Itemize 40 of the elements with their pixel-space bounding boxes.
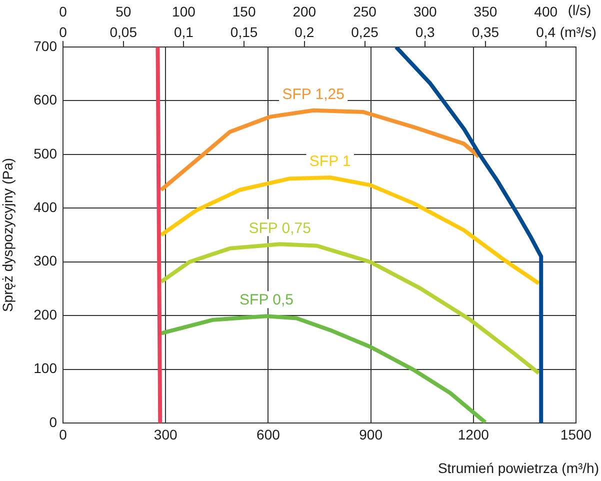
x2-tick-label: 100 — [172, 3, 196, 20]
x-tick-label: 0 — [59, 426, 68, 442]
x2-axis-title: (l/s) — [568, 2, 592, 18]
x-tick-label: 1500 — [560, 426, 592, 442]
x2-tick-label: 400 — [534, 3, 558, 20]
text: (m³/s) — [560, 24, 596, 40]
x-tick-label: 900 — [359, 426, 383, 442]
y-tick-label: 0 — [49, 414, 58, 430]
series-label: SFP 0,5 — [240, 292, 294, 309]
text: 0,15 — [230, 24, 258, 40]
series-label: SFP 0,75 — [248, 220, 311, 237]
y-tick-label: 500 — [34, 145, 58, 162]
text: 0,1 — [174, 24, 194, 40]
y-tick-label: 400 — [34, 199, 58, 215]
x2-tick-label: 150 — [232, 3, 256, 20]
x2-tick-label: 0 — [59, 3, 68, 20]
y-tick-label: 600 — [34, 92, 58, 108]
x2-tick-label: 300 — [413, 3, 438, 20]
series-label: SFP 1,25 — [282, 86, 344, 104]
y-tick-label: 100 — [34, 360, 58, 376]
text: 0 — [59, 24, 68, 40]
text: 0,35 — [472, 24, 500, 40]
x-tick-label: 1200 — [458, 426, 490, 442]
text: 0,2 — [294, 24, 314, 40]
y-tick-label: 200 — [34, 306, 58, 322]
text: 0,3 — [415, 24, 436, 40]
text: 0,05 — [110, 24, 138, 40]
x2-tick-label: 200 — [292, 3, 316, 20]
y-axis-title: Spręż dyspozycyjny (Pa) — [0, 158, 16, 312]
x-tick-label: 300 — [154, 426, 178, 442]
x2-tick-label: 350 — [474, 3, 498, 20]
x-tick-label: 600 — [256, 426, 280, 442]
text: 0,25 — [351, 24, 379, 40]
x-axis-title: Strumień powietrza (m³/h) — [438, 460, 599, 476]
series-label: SFP 1 — [309, 153, 351, 170]
y-tick-label: 300 — [34, 252, 58, 269]
x2-tick-label: 50 — [116, 3, 132, 20]
text: 0,4 — [536, 24, 556, 40]
x2-tick-label: 250 — [353, 3, 377, 20]
y-tick-label: 700 — [34, 38, 58, 54]
